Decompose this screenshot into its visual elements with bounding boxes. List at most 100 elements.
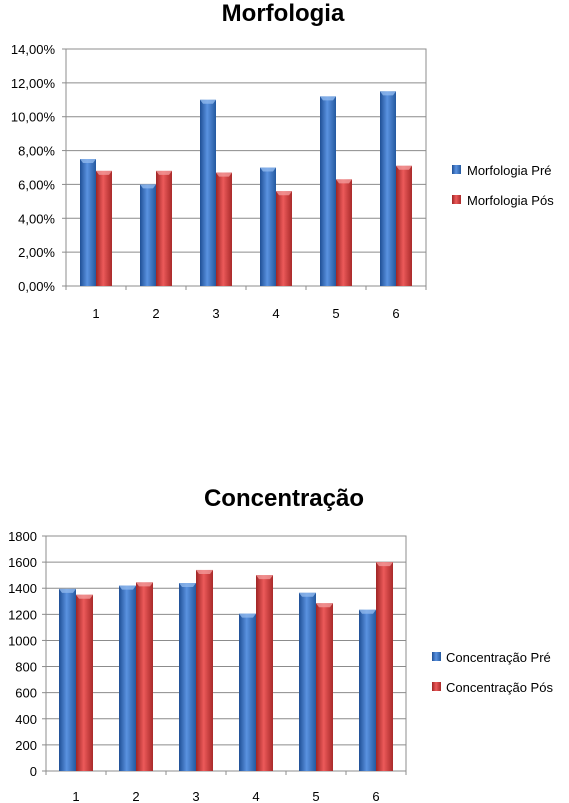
y-tick-label: 10,00% bbox=[11, 110, 56, 125]
y-tick-label: 1800 bbox=[8, 529, 37, 544]
legend-swatch-pos bbox=[452, 195, 461, 204]
bar-top-bevel bbox=[336, 179, 352, 184]
bar-pos bbox=[196, 569, 213, 771]
legend-swatch-pre bbox=[432, 652, 441, 661]
y-tick-label: 12,00% bbox=[11, 76, 56, 91]
y-tick-label: 4,00% bbox=[18, 211, 55, 226]
bar-pos bbox=[316, 603, 333, 771]
bar-pos bbox=[76, 594, 93, 771]
bar-top-bevel bbox=[359, 609, 376, 614]
chart-concentracao: Concentração 020040060080010001200140016… bbox=[8, 485, 553, 803]
bar-pre bbox=[380, 91, 396, 286]
bar-pre bbox=[119, 585, 136, 771]
bar-top-bevel bbox=[276, 191, 292, 196]
bar-top-bevel bbox=[196, 569, 213, 574]
legend-label-pos: Morfologia Pós bbox=[467, 193, 554, 208]
bar-pos bbox=[136, 582, 153, 771]
chart-title: Morfologia bbox=[222, 0, 345, 27]
legend-label-pre: Concentração Pré bbox=[446, 650, 551, 665]
bar-top-bevel bbox=[396, 165, 412, 170]
bar-top-bevel bbox=[380, 91, 396, 96]
y-tick-label: 1600 bbox=[8, 555, 37, 570]
x-tick-label: 6 bbox=[392, 306, 399, 321]
bar-top-bevel bbox=[76, 594, 93, 599]
bar-top-bevel bbox=[216, 172, 232, 177]
bar-top-bevel bbox=[256, 575, 273, 580]
bar-top-bevel bbox=[320, 96, 336, 101]
bar-pre bbox=[200, 99, 216, 287]
bar-top-bevel bbox=[96, 170, 112, 175]
x-tick-label: 3 bbox=[192, 789, 199, 803]
legend-label-pre: Morfologia Pré bbox=[467, 163, 552, 178]
bar-pre bbox=[239, 613, 256, 771]
y-tick-label: 400 bbox=[15, 712, 37, 727]
bar-top-bevel bbox=[140, 184, 156, 189]
x-tick-label: 5 bbox=[312, 789, 319, 803]
bar-top-bevel bbox=[376, 562, 393, 567]
bar-pos bbox=[96, 170, 112, 286]
y-axis-ticks: 0 200 400 600 800 1000 1200 1400 1600 1800 bbox=[8, 529, 46, 779]
y-tick-label: 1400 bbox=[8, 581, 37, 596]
bar-top-bevel bbox=[239, 613, 256, 618]
y-tick-label: 6,00% bbox=[18, 177, 55, 192]
y-tick-label: 600 bbox=[15, 686, 37, 701]
y-tick-label: 2,00% bbox=[18, 245, 55, 260]
bar-pos bbox=[376, 562, 393, 771]
y-tick-label: 8,00% bbox=[18, 144, 55, 159]
bar-top-bevel bbox=[59, 588, 76, 593]
y-axis-ticks: 0,00% 2,00% 4,00% 6,00% 8,00% 10,00% 12,00% 14,… bbox=[11, 42, 66, 294]
bar-pos bbox=[396, 165, 412, 286]
x-axis-ticks: 1 2 3 4 5 6 bbox=[65, 286, 427, 321]
y-tick-label: 14,00% bbox=[11, 42, 56, 57]
bars bbox=[80, 91, 412, 287]
bar-pre bbox=[59, 588, 76, 771]
bar-pos bbox=[276, 191, 292, 286]
x-tick-label: 1 bbox=[92, 306, 99, 321]
bar-pre bbox=[299, 592, 316, 771]
chart-title: Concentração bbox=[204, 485, 364, 512]
x-tick-label: 4 bbox=[272, 306, 279, 321]
x-tick-label: 6 bbox=[372, 789, 379, 803]
x-tick-label: 3 bbox=[212, 306, 219, 321]
bar-pos bbox=[256, 575, 273, 771]
bar-pos bbox=[336, 179, 352, 286]
bar-top-bevel bbox=[156, 170, 172, 175]
y-tick-label: 0 bbox=[30, 764, 37, 779]
x-tick-label: 2 bbox=[152, 306, 159, 321]
x-axis-ticks: 1 2 3 4 5 6 bbox=[45, 771, 407, 803]
bar-pre bbox=[140, 184, 156, 286]
bar-top-bevel bbox=[200, 99, 216, 104]
x-tick-label: 2 bbox=[132, 789, 139, 803]
legend-label-pos: Concentração Pós bbox=[446, 680, 553, 695]
bar-top-bevel bbox=[299, 592, 316, 597]
bar-pos bbox=[156, 170, 172, 286]
bar-top-bevel bbox=[316, 603, 333, 608]
bar-top-bevel bbox=[119, 585, 136, 590]
bar-top-bevel bbox=[136, 582, 153, 587]
bars bbox=[59, 562, 393, 771]
bar-pre bbox=[179, 583, 196, 771]
y-tick-label: 200 bbox=[15, 738, 37, 753]
legend: Concentração Pré Concentração Pós bbox=[432, 650, 553, 695]
bar-pre bbox=[320, 96, 336, 287]
bar-top-bevel bbox=[260, 167, 276, 172]
gridlines bbox=[66, 48, 426, 287]
x-tick-label: 1 bbox=[72, 789, 79, 803]
legend: Morfologia Pré Morfologia Pós bbox=[452, 163, 554, 208]
plot-area bbox=[45, 535, 407, 772]
legend-swatch-pre bbox=[452, 165, 461, 174]
y-tick-label: 800 bbox=[15, 660, 37, 675]
bar-top-bevel bbox=[179, 583, 196, 587]
y-tick-label: 1200 bbox=[8, 607, 37, 622]
chart-morfologia: Morfologia 0,00%2,00%4,00%6,00%8,00%10,0… bbox=[11, 0, 554, 321]
legend-swatch-pos bbox=[432, 682, 441, 691]
bar-pre bbox=[80, 159, 96, 286]
x-tick-label: 4 bbox=[252, 789, 259, 803]
bar-pre bbox=[359, 609, 376, 771]
y-tick-label: 1000 bbox=[8, 633, 37, 648]
x-tick-label: 5 bbox=[332, 306, 339, 321]
bar-top-bevel bbox=[80, 159, 96, 164]
bar-pos bbox=[216, 172, 232, 286]
y-tick-label: 0,00% bbox=[18, 279, 55, 294]
